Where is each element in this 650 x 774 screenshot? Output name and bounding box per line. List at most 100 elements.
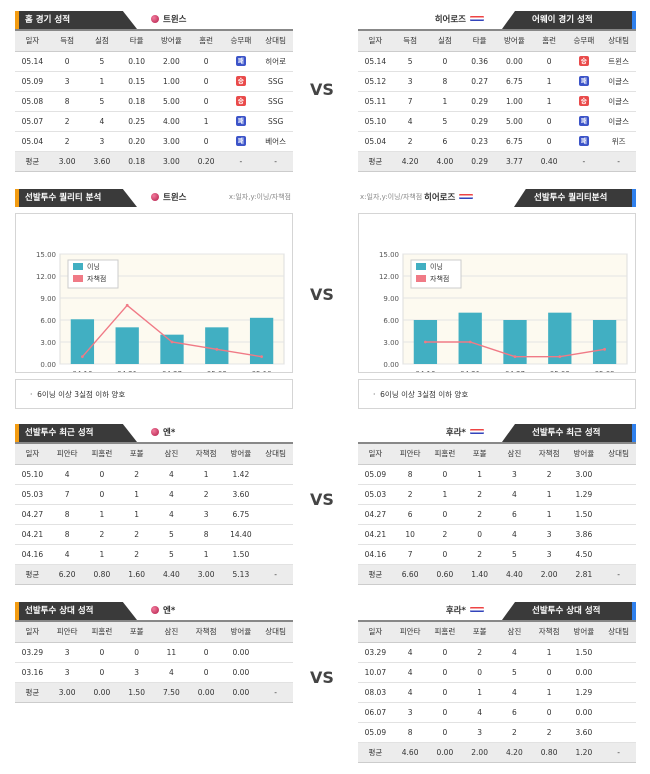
table-header-row: 일자 피안타 피홈런 포볼 삼진 자책점 방어율 상대팀	[15, 442, 293, 465]
table-cell	[601, 484, 636, 505]
table-cell: 0.10	[119, 51, 154, 72]
table-cell: 0	[462, 662, 497, 683]
table-cell	[601, 504, 636, 525]
table-cell: 패	[223, 51, 259, 72]
table-cell: 4	[154, 484, 189, 505]
y-tick-label: 15.00	[379, 251, 399, 259]
col-header: 일자	[358, 29, 393, 52]
pitcher-name: 엔*	[151, 604, 175, 618]
table-cell: 5	[154, 524, 189, 545]
table-cell: 2	[188, 484, 224, 505]
table-cell: 3	[392, 702, 428, 723]
table-cell: 04.16	[15, 544, 50, 565]
table-cell: 6.75	[223, 504, 259, 525]
legend-label: 자책점	[430, 274, 449, 283]
quality-chart-box: 15.00 12.00 9.00 6.00 3.00 0.00 04.16 04.21 04.2…	[358, 213, 636, 378]
table-cell: 3	[188, 504, 224, 525]
team-logo-icon	[470, 16, 484, 21]
table-cell: 03.29	[15, 642, 50, 663]
table-cell: 0	[427, 722, 463, 743]
average-cell: 4.20	[392, 151, 428, 172]
right-quality-panel: x:일자,y:이닝/자책점 히어로즈 선발투수 퀄리티분석 15.00 12.00…	[358, 185, 636, 409]
average-cell: 3.00	[49, 682, 85, 703]
vs-label: VS	[310, 668, 334, 687]
col-header: 피홈런	[427, 442, 463, 465]
table-cell: 0.25	[119, 111, 154, 132]
col-header: 홈런	[531, 29, 567, 52]
col-header: 피안타	[49, 442, 85, 465]
table-cell: 2	[462, 642, 497, 663]
table-cell: 패	[223, 111, 259, 132]
table-row: 04.27 6 0 2 6 1 1.50	[358, 504, 636, 525]
table-cell: 0	[531, 111, 567, 132]
table-cell: 1	[462, 682, 497, 703]
table-cell: 3.60	[566, 722, 602, 743]
average-cell: 0.00	[188, 682, 224, 703]
average-cell: 평균	[15, 564, 50, 585]
average-cell: 3.60	[84, 151, 120, 172]
table-cell: 2	[462, 504, 497, 525]
table-cell: 1	[427, 91, 463, 112]
table-cell: 05.10	[15, 464, 50, 485]
table-cell: 05.14	[358, 51, 393, 72]
table-cell: 0.27	[462, 71, 497, 92]
left-quality-header: 선발투수 퀄리티 분석 트윈스 x:일자,y:이닝/자책점	[15, 185, 293, 207]
table-cell: 4	[392, 111, 428, 132]
col-header: 피홈런	[84, 620, 120, 643]
col-header: 홈런	[188, 29, 224, 52]
win-badge: 승	[235, 96, 246, 106]
section-stripe	[15, 424, 19, 442]
table-cell: 10.07	[358, 662, 393, 683]
x-tick-label: 04.21	[460, 370, 480, 372]
col-header: 방어율	[497, 29, 532, 52]
legend-label: 자책점	[87, 274, 106, 283]
table-cell: 05.04	[358, 131, 393, 152]
table-cell: 05.12	[358, 71, 393, 92]
average-cell: 4.60	[392, 742, 428, 763]
table-cell: 4	[497, 682, 532, 703]
table-row: 05.09 3 1 0.15 1.00 0 승 SSG	[15, 71, 293, 92]
line-point	[125, 303, 129, 307]
table-cell: 패	[223, 131, 259, 152]
table-cell: 05.09	[358, 464, 393, 485]
legend-swatch	[416, 275, 426, 282]
table-cell: 4	[392, 662, 428, 683]
col-header: 일자	[358, 442, 393, 465]
table-cell: 06.07	[358, 702, 393, 723]
table-cell: 0	[188, 662, 224, 683]
average-row: 평균 6.60 0.60 1.40 4.40 2.00 2.81-	[358, 564, 636, 585]
section-title: 선발투수 최근 성적	[502, 424, 632, 442]
average-cell: -	[601, 151, 636, 172]
table-cell: 05.04	[15, 131, 50, 152]
away-record-table: 일자 득점 실점 타율 방어율 홈런 승무패 상대팀 05.14 5 0 0.36 0.…	[358, 29, 636, 172]
section-stripe	[632, 602, 636, 620]
col-header: 상대팀	[258, 442, 293, 465]
col-header: 방어율	[154, 29, 189, 52]
table-cell: 1	[119, 484, 154, 505]
x-tick-label: 05.03	[207, 370, 227, 372]
quality-chart-box: 15.00 12.00 9.00 6.00 3.00 0.00 04.16 04.21 04.2…	[15, 213, 293, 378]
pitcher-name: 후라*	[446, 426, 484, 440]
table-cell: 0.36	[462, 51, 497, 72]
table-row: 08.03 4 0 1 4 1 1.29	[358, 682, 636, 703]
table-cell: 0	[49, 51, 85, 72]
table-cell: 2	[392, 484, 428, 505]
table-cell: 3	[119, 662, 154, 683]
col-header: 득점	[49, 29, 85, 52]
table-row: 05.04 2 3 0.20 3.00 0 패 베어스	[15, 131, 293, 152]
away-record-header: 히어로즈 어웨이 경기 성적	[358, 7, 636, 29]
table-row: 05.14 0 5 0.10 2.00 0 패 히어로	[15, 51, 293, 72]
table-cell: 1.50	[223, 544, 259, 565]
table-cell: 1	[188, 464, 224, 485]
pitcher-name: 엔*	[151, 426, 175, 440]
col-header: 포볼	[462, 442, 497, 465]
average-cell: 0.00	[84, 682, 120, 703]
table-row: 04.27 8 1 1 4 3 6.75	[15, 504, 293, 525]
table-cell: 8	[49, 524, 85, 545]
table-cell: 4	[497, 524, 532, 545]
average-cell: 4.40	[497, 564, 532, 585]
table-cell: 4	[497, 484, 532, 505]
table-cell: 4	[154, 504, 189, 525]
loss-badge: 패	[235, 56, 246, 66]
table-cell: 3.00	[154, 131, 189, 152]
